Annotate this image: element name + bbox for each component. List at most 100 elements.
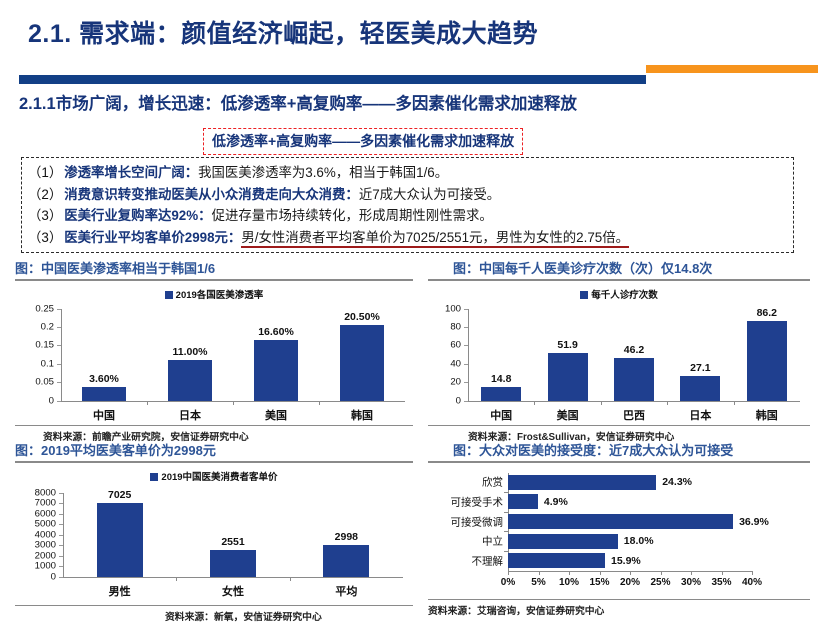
key-points-box: （1） 渗透率增长空间广阔：我国医美渗透率为3.6%，相当于韩国1/6。 （2）消… xyxy=(21,157,794,253)
bar xyxy=(210,549,256,577)
bar-chart-acceptance: 24.3% 欣赏 4.9% 可接受手术 36.9% 可接受微调 18.0% 中立 15.9% 不理… xyxy=(428,467,810,595)
key-point-bold: 渗透率增长空间广阔： xyxy=(64,165,199,180)
header-accent-bar-orange xyxy=(646,65,818,73)
bar-chart-penetration: 0 0.05 0.1 0.15 0.2 0.25 3.60% 中国 11.00% 日本 16.60%… xyxy=(15,301,413,423)
legend-label: 2019中国医美消费者客单价 xyxy=(161,471,278,483)
x-axis-tick-label: 10% xyxy=(558,576,580,588)
y-axis-category-label: 欣赏 xyxy=(482,476,503,489)
bar-value-label: 16.60% xyxy=(258,325,294,338)
x-axis-tick xyxy=(176,576,178,581)
x-axis-category-label: 巴西 xyxy=(623,409,645,422)
header-accent-bar-blue xyxy=(19,75,646,84)
y-axis-tick xyxy=(59,576,63,578)
legend-label: 每千人诊疗次数 xyxy=(591,289,658,301)
bar-value-label: 14.8 xyxy=(490,372,512,385)
bar-value-label: 7025 xyxy=(107,488,132,501)
x-axis-tick xyxy=(721,570,723,575)
section-subtitle: 2.1.1市场广阔，增长迅速：低渗透率+高复购率——多因素催化需求加速释放 xyxy=(19,95,577,113)
legend-swatch-icon xyxy=(164,290,173,299)
x-axis-category-label: 美国 xyxy=(556,409,579,422)
legend-swatch-icon xyxy=(580,290,589,299)
x-axis-category-label: 日本 xyxy=(689,409,712,422)
divider xyxy=(15,604,413,606)
key-point-bold: 医美行业复购率达92%： xyxy=(64,208,212,223)
bar xyxy=(340,325,384,401)
chart-title-acceptance: 图：大众对医美的接受度：近7成大众认为可接受 xyxy=(453,443,734,458)
highlight-callout-text: 低渗透率+高复购率——多因素催化需求加速释放 xyxy=(212,133,515,149)
divider xyxy=(428,279,810,281)
y-axis xyxy=(61,308,62,401)
y-axis-tick-label: 8000 xyxy=(34,487,56,499)
x-axis-tick xyxy=(660,570,662,575)
y-axis-tick xyxy=(59,534,63,536)
bar xyxy=(508,553,605,569)
chart-legend-visits: 每千人诊疗次数 xyxy=(428,281,810,301)
y-axis-tick xyxy=(59,545,63,547)
bar-chart-visits: 0 20 40 60 80 100 14.8 中国 51.9 美国 46.2 巴西 27.1 日本 86.2… xyxy=(428,301,810,423)
x-axis-category-label: 中国 xyxy=(490,409,513,422)
y-axis-tick xyxy=(504,492,508,494)
y-axis-tick-label: 40 xyxy=(450,358,461,370)
y-axis-tick-label: 0.1 xyxy=(40,358,54,370)
y-axis-tick-label: 0.25 xyxy=(35,303,54,315)
y-axis-tick-label: 0.2 xyxy=(40,321,54,333)
bar xyxy=(508,533,618,549)
chart-panel-visits: 图：中国每千人医美诊疗次数（次）仅14.8次 每千人诊疗次数 0 20 40 60 80… xyxy=(428,258,810,443)
y-axis-tick xyxy=(464,326,468,328)
chart-source-visits: 资料来源：Frost&Sullivan，安信证券研究中心 xyxy=(468,431,675,443)
y-axis-tick-label: 4000 xyxy=(34,529,56,541)
x-axis-category-label: 日本 xyxy=(179,409,201,422)
key-point-row: （1） 渗透率增长空间广阔：我国医美渗透率为3.6%，相当于韩国1/6。 xyxy=(28,162,793,184)
bar xyxy=(746,321,787,401)
y-axis-tick-label: 2000 xyxy=(34,550,56,562)
bar-value-label: 27.1 xyxy=(690,361,711,374)
x-axis-tick xyxy=(667,400,669,405)
chart-title-price: 图：2019平均医美客单价为2998元 xyxy=(15,443,216,458)
x-axis-tick xyxy=(289,576,291,581)
y-axis-tick-label: 20 xyxy=(450,376,461,388)
key-point-number: （2） xyxy=(28,186,63,202)
y-axis-tick-label: 3000 xyxy=(34,539,56,551)
bar-value-label: 15.9% xyxy=(610,554,641,567)
y-axis-tick xyxy=(59,555,63,557)
key-point-text: 我国医美渗透率为3.6%，相当于韩国1/6。 xyxy=(198,165,449,180)
chart-title-penetration: 图：中国医美渗透率相当于韩国1/6 xyxy=(15,261,216,276)
y-axis-category-label: 不理解 xyxy=(471,555,504,568)
x-axis-category-label: 女性 xyxy=(222,585,244,598)
y-axis-tick-label: 0.05 xyxy=(35,376,54,388)
bar-value-label: 20.50% xyxy=(344,311,380,324)
key-point-row: （2） 消费意识转变推动医美从小众消费走向大众消费：近7成大众认为可接受。 xyxy=(28,184,793,206)
y-axis-tick-label: 60 xyxy=(450,339,461,351)
bar xyxy=(508,494,538,510)
bar-value-label: 46.2 xyxy=(623,344,645,357)
bar-value-label: 2998 xyxy=(334,531,359,544)
y-axis-tick xyxy=(59,524,63,526)
divider xyxy=(15,279,413,281)
y-axis-tick xyxy=(59,513,63,515)
y-axis-tick-label: 6000 xyxy=(34,508,56,520)
y-axis-tick xyxy=(464,400,468,402)
bar xyxy=(508,514,734,530)
chart-legend-penetration: 2019各国医美渗透率 xyxy=(15,281,413,301)
highlight-callout: 低渗透率+高复购率——多因素催化需求加速释放 xyxy=(203,128,524,155)
x-axis-tick-label: 25% xyxy=(650,576,671,588)
bar-value-label: 51.9 xyxy=(557,338,578,351)
y-axis-tick xyxy=(504,511,508,513)
x-axis-tick xyxy=(599,570,601,575)
bar-value-label: 86.2 xyxy=(756,307,778,320)
bar-value-label: 4.9% xyxy=(543,495,568,508)
x-axis-category-label: 平均 xyxy=(335,585,358,598)
y-axis-tick xyxy=(57,345,61,347)
bar-chart-price: 0 1000 2000 3000 4000 5000 6000 7000 8000 7025 男性 2… xyxy=(15,483,413,599)
chart-source-acceptance: 资料来源：艾瑞咨询，安信证券研究中心 xyxy=(428,605,605,617)
y-axis-tick xyxy=(504,550,508,552)
y-axis-tick xyxy=(57,308,61,310)
bar xyxy=(680,375,721,401)
bar xyxy=(614,358,654,401)
key-point-number: （3） xyxy=(28,229,63,245)
chart-source-price: 资料来源：新氧，安信证券研究中心 xyxy=(165,611,322,623)
y-axis-category-label: 中立 xyxy=(482,535,503,548)
x-axis-category-label: 男性 xyxy=(108,585,131,598)
y-axis-tick xyxy=(57,363,61,365)
y-axis-tick-label: 7000 xyxy=(34,497,56,509)
